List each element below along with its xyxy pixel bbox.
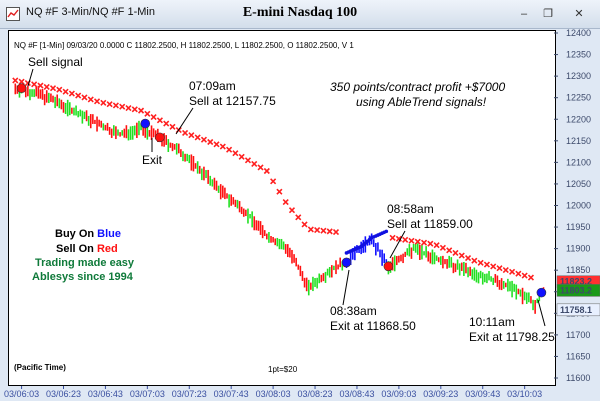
minimize-button[interactable]: ‒ xyxy=(520,8,528,20)
restore-button[interactable]: ❐ xyxy=(543,8,553,20)
price-chart-plot[interactable] xyxy=(8,30,556,386)
window-tab-title[interactable]: NQ #F 3-Min/NQ #F 1-Min xyxy=(26,6,155,18)
window-titlebar: NQ #F 3-Min/NQ #F 1-Min E-mini Nasdaq 10… xyxy=(0,0,600,29)
chart-app-icon xyxy=(6,7,20,21)
close-button[interactable]: ✕ xyxy=(574,8,584,20)
price-axis[interactable] xyxy=(557,30,600,401)
time-axis[interactable] xyxy=(0,386,557,401)
